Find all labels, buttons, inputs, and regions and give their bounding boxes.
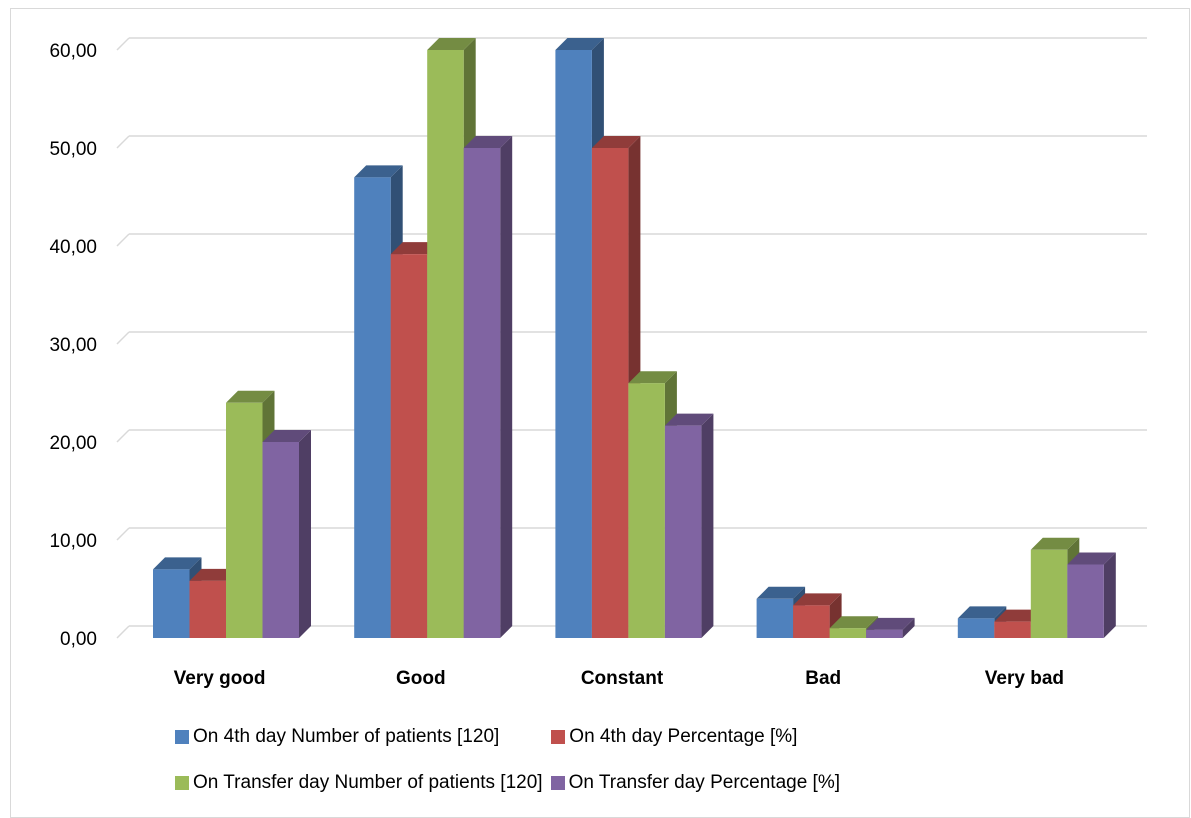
x-tick-label: Very bad xyxy=(985,668,1064,689)
bar-top xyxy=(555,38,604,50)
bar xyxy=(153,569,190,638)
legend-row-2: On Transfer day Number of patients [120]… xyxy=(175,772,848,794)
legend-label: On 4th day Number of patients [120] xyxy=(193,726,500,747)
gridline-depth xyxy=(116,233,130,247)
bar xyxy=(226,402,263,638)
y-tick-label: 30,00 xyxy=(49,335,97,356)
legend-label: On Transfer day Number of patients [120] xyxy=(193,772,543,793)
bar xyxy=(463,148,501,638)
y-tick-label: 10,00 xyxy=(49,531,97,552)
y-tick-label: 20,00 xyxy=(49,433,97,454)
bar-top xyxy=(628,371,677,384)
bar xyxy=(262,442,299,638)
bar xyxy=(390,254,428,638)
y-tick-label: 60,00 xyxy=(49,41,97,62)
bar-top xyxy=(793,593,842,606)
legend-item: On 4th day Number of patients [120] xyxy=(175,726,499,748)
bar-top xyxy=(189,568,238,581)
bar-side xyxy=(701,413,714,638)
bar-side xyxy=(902,617,915,638)
bar-top xyxy=(1067,552,1116,565)
y-tick-label: 50,00 xyxy=(49,139,97,160)
y-tick-label: 40,00 xyxy=(49,237,97,258)
gridline-depth xyxy=(116,527,130,541)
legend-label: On Transfer day Percentage [%] xyxy=(568,772,840,793)
bar-top xyxy=(463,136,513,148)
x-tick-label: Good xyxy=(396,668,446,689)
bar-top xyxy=(957,606,1007,619)
gridline-depth xyxy=(116,625,130,639)
bar-side xyxy=(1103,552,1116,638)
bar xyxy=(1067,564,1104,638)
x-tick-label: Constant xyxy=(581,668,664,689)
bar-top xyxy=(427,38,476,50)
bar xyxy=(189,580,226,638)
legend-item: On Transfer day Percentage [%] xyxy=(550,772,840,794)
gridline-depth xyxy=(116,331,130,345)
bar xyxy=(1030,549,1068,638)
legend-swatch xyxy=(175,730,189,744)
gridline-depth xyxy=(116,135,130,149)
bar xyxy=(866,629,903,638)
bar-top xyxy=(262,430,311,442)
legend-swatch xyxy=(551,730,566,744)
y-tick-label: 0,00 xyxy=(60,629,97,650)
x-tick-label: Very good xyxy=(174,668,266,689)
bar xyxy=(354,177,391,638)
bar-top xyxy=(829,616,879,629)
legend-label: On 4th day Percentage [%] xyxy=(569,726,798,747)
bar-top xyxy=(994,609,1043,622)
bar-top xyxy=(226,390,275,403)
legend-item: On Transfer day Number of patients [120] xyxy=(175,772,543,794)
bar-side xyxy=(299,430,311,638)
bar xyxy=(756,598,794,638)
bar-top xyxy=(153,557,202,570)
bar-top xyxy=(866,617,915,630)
bar-top xyxy=(591,136,641,148)
bar xyxy=(664,425,702,638)
bar-side xyxy=(500,136,513,638)
bar xyxy=(957,618,995,638)
legend-swatch xyxy=(175,776,189,790)
bar-top xyxy=(756,586,806,599)
bar xyxy=(591,148,629,638)
bar-top xyxy=(354,165,403,178)
legend-swatch xyxy=(550,776,565,790)
bar xyxy=(793,605,830,638)
legend-row-1: On 4th day Number of patients [120] On 4… xyxy=(175,726,805,748)
legend-item: On 4th day Percentage [%] xyxy=(551,726,797,748)
gridline-depth xyxy=(116,37,130,51)
gridline-depth xyxy=(116,429,130,443)
bar xyxy=(427,50,464,638)
bar-top xyxy=(1030,537,1080,550)
bar xyxy=(994,621,1031,638)
bar xyxy=(555,50,592,638)
bar xyxy=(829,628,867,638)
x-tick-label: Bad xyxy=(805,668,841,689)
bar xyxy=(628,383,665,638)
bar-top xyxy=(390,242,440,255)
bar-top xyxy=(664,413,714,426)
